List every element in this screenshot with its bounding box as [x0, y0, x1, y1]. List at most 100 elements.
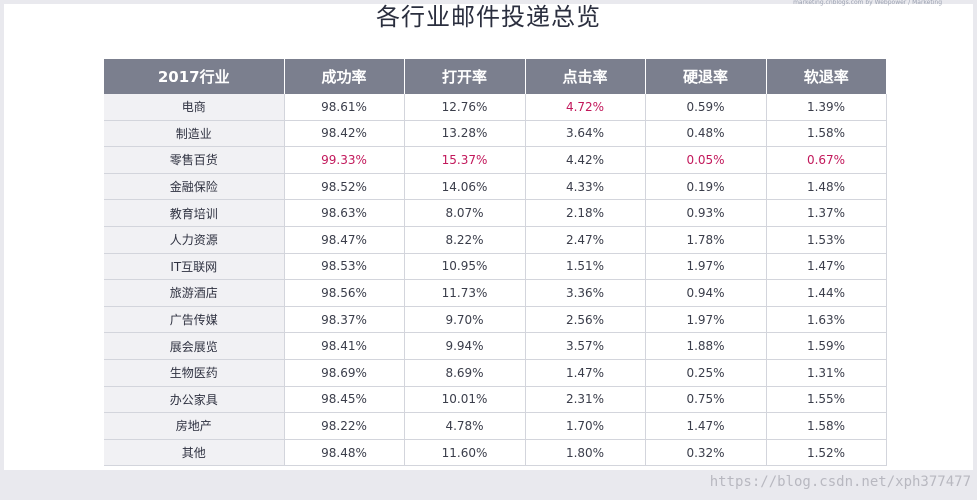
open-rate-cell: 12.76% — [404, 94, 526, 121]
click-rate-cell: 1.51% — [525, 253, 646, 281]
industry-cell: 办公家具 — [104, 386, 285, 414]
success-rate-cell: 98.41% — [284, 332, 405, 360]
hard-bounce-cell: 0.48% — [645, 120, 767, 148]
hard-bounce-cell: 1.88% — [645, 332, 767, 360]
hard-bounce-cell: 0.05% — [645, 146, 767, 174]
table-row: 展会展览 98.41% 9.94% 3.57% 1.88% 1.59% — [104, 332, 887, 360]
hard-bounce-cell: 0.75% — [645, 386, 767, 414]
open-rate-cell: 15.37% — [404, 146, 526, 174]
table-row: IT互联网 98.53% 10.95% 1.51% 1.97% 1.47% — [104, 253, 887, 281]
success-rate-cell: 98.52% — [284, 173, 405, 201]
frame-top-border — [0, 0, 977, 4]
industry-cell: 生物医药 — [104, 359, 285, 387]
industry-cell: 人力资源 — [104, 226, 285, 254]
column-header-success-rate: 成功率 — [284, 59, 405, 94]
success-rate-cell: 99.33% — [284, 146, 405, 174]
click-rate-cell: 4.72% — [525, 94, 646, 121]
table-body: 电商 98.61% 12.76% 4.72% 0.59% 1.39% 制造业 98.42% 13… — [104, 94, 887, 467]
click-rate-cell: 2.18% — [525, 199, 646, 227]
success-rate-cell: 98.56% — [284, 279, 405, 307]
click-rate-cell: 2.56% — [525, 306, 646, 334]
industry-cell: 广告传媒 — [104, 306, 285, 334]
frame-bottom-band — [0, 470, 977, 500]
table-row: 零售百货 99.33% 15.37% 4.42% 0.05% 0.67% — [104, 146, 887, 174]
table-row: 金融保险 98.52% 14.06% 4.33% 0.19% 1.48% — [104, 173, 887, 201]
column-header-click-rate: 点击率 — [525, 59, 646, 94]
click-rate-cell: 1.80% — [525, 439, 646, 467]
open-rate-cell: 4.78% — [404, 412, 526, 440]
soft-bounce-cell: 1.31% — [766, 359, 887, 387]
industry-cell: IT互联网 — [104, 253, 285, 281]
industry-cell: 金融保险 — [104, 173, 285, 201]
open-rate-cell: 10.01% — [404, 386, 526, 414]
soft-bounce-cell: 1.58% — [766, 120, 887, 148]
table-row: 生物医药 98.69% 8.69% 1.47% 0.25% 1.31% — [104, 359, 887, 387]
table-row: 制造业 98.42% 13.28% 3.64% 0.48% 1.58% — [104, 120, 887, 148]
industry-cell: 旅游酒店 — [104, 279, 285, 307]
hard-bounce-cell: 0.32% — [645, 439, 767, 467]
industry-cell: 制造业 — [104, 120, 285, 148]
soft-bounce-cell: 1.48% — [766, 173, 887, 201]
success-rate-cell: 98.45% — [284, 386, 405, 414]
hard-bounce-cell: 1.47% — [645, 412, 767, 440]
industry-table-container: 2017行业 成功率 打开率 点击率 硬退率 软退率 电商 98.61% 12.76% 4.72… — [104, 59, 887, 469]
click-rate-cell: 3.36% — [525, 279, 646, 307]
open-rate-cell: 9.70% — [404, 306, 526, 334]
industry-cell: 电商 — [104, 94, 285, 121]
hard-bounce-cell: 0.94% — [645, 279, 767, 307]
industry-cell: 展会展览 — [104, 332, 285, 360]
success-rate-cell: 98.42% — [284, 120, 405, 148]
header-row: 2017行业 成功率 打开率 点击率 硬退率 软退率 — [104, 59, 886, 94]
hard-bounce-cell: 0.93% — [645, 199, 767, 227]
table-row: 旅游酒店 98.56% 11.73% 3.36% 0.94% 1.44% — [104, 279, 887, 307]
soft-bounce-cell: 1.63% — [766, 306, 887, 334]
table-row: 人力资源 98.47% 8.22% 2.47% 1.78% 1.53% — [104, 226, 887, 254]
frame-left-border — [0, 0, 4, 500]
table-row: 电商 98.61% 12.76% 4.72% 0.59% 1.39% — [104, 94, 887, 121]
watermark-url: https://blog.csdn.net/xph377477 — [709, 474, 971, 490]
open-rate-cell: 8.22% — [404, 226, 526, 254]
hard-bounce-cell: 0.19% — [645, 173, 767, 201]
open-rate-cell: 8.07% — [404, 199, 526, 227]
soft-bounce-cell: 1.58% — [766, 412, 887, 440]
success-rate-cell: 98.69% — [284, 359, 405, 387]
soft-bounce-cell: 1.52% — [766, 439, 887, 467]
table-header: 2017行业 成功率 打开率 点击率 硬退率 软退率 — [104, 59, 886, 94]
soft-bounce-cell: 1.47% — [766, 253, 887, 281]
open-rate-cell: 8.69% — [404, 359, 526, 387]
hard-bounce-cell: 0.25% — [645, 359, 767, 387]
open-rate-cell: 14.06% — [404, 173, 526, 201]
open-rate-cell: 13.28% — [404, 120, 526, 148]
click-rate-cell: 1.70% — [525, 412, 646, 440]
table-row: 教育培训 98.63% 8.07% 2.18% 0.93% 1.37% — [104, 199, 887, 227]
hard-bounce-cell: 1.97% — [645, 306, 767, 334]
soft-bounce-cell: 0.67% — [766, 146, 887, 174]
success-rate-cell: 98.53% — [284, 253, 405, 281]
hard-bounce-cell: 1.97% — [645, 253, 767, 281]
column-header-soft-bounce: 软退率 — [766, 59, 886, 94]
open-rate-cell: 11.73% — [404, 279, 526, 307]
click-rate-cell: 2.31% — [525, 386, 646, 414]
success-rate-cell: 98.63% — [284, 199, 405, 227]
column-header-open-rate: 打开率 — [404, 59, 526, 94]
success-rate-cell: 98.61% — [284, 94, 405, 121]
table-row: 办公家具 98.45% 10.01% 2.31% 0.75% 1.55% — [104, 386, 887, 414]
click-rate-cell: 3.64% — [525, 120, 646, 148]
open-rate-cell: 10.95% — [404, 253, 526, 281]
table-row: 房地产 98.22% 4.78% 1.70% 1.47% 1.58% — [104, 412, 887, 440]
corner-note: marketing.cnblogs.com by Webpower / Mark… — [793, 0, 942, 6]
success-rate-cell: 98.22% — [284, 412, 405, 440]
success-rate-cell: 98.37% — [284, 306, 405, 334]
table-row: 其他 98.48% 11.60% 1.80% 0.32% 1.52% — [104, 439, 887, 467]
industry-cell: 教育培训 — [104, 199, 285, 227]
success-rate-cell: 98.48% — [284, 439, 405, 467]
open-rate-cell: 9.94% — [404, 332, 526, 360]
success-rate-cell: 98.47% — [284, 226, 405, 254]
soft-bounce-cell: 1.37% — [766, 199, 887, 227]
table-row: 广告传媒 98.37% 9.70% 2.56% 1.97% 1.63% — [104, 306, 887, 334]
industry-cell: 零售百货 — [104, 146, 285, 174]
hard-bounce-cell: 0.59% — [645, 94, 767, 121]
soft-bounce-cell: 1.44% — [766, 279, 887, 307]
click-rate-cell: 4.42% — [525, 146, 646, 174]
industry-delivery-table: 2017行业 成功率 打开率 点击率 硬退率 软退率 电商 98.61% 12.76% 4.72… — [104, 59, 887, 467]
